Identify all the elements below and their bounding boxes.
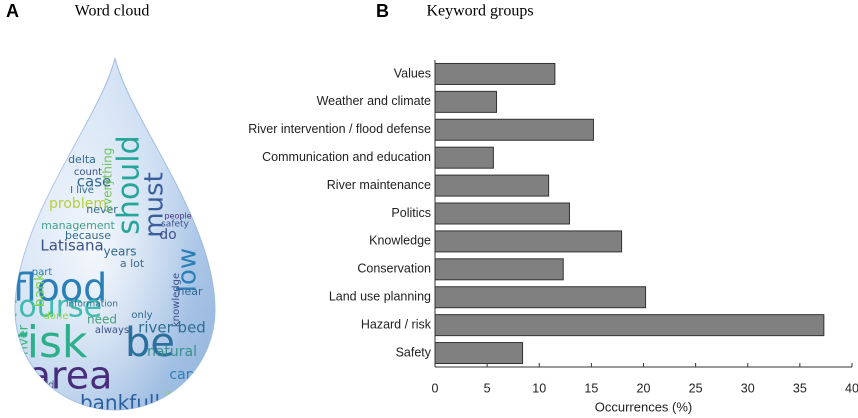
word: case	[77, 173, 111, 191]
word: safety	[161, 220, 189, 230]
x-tick-label: 0	[432, 381, 439, 395]
word: bankfull	[80, 391, 160, 415]
y-tick-label: Conservation	[357, 262, 431, 276]
bar	[434, 146, 494, 169]
panel-title: Word cloud	[75, 3, 150, 20]
word: course	[2, 290, 102, 325]
y-tick-label: River intervention / flood defense	[248, 122, 431, 136]
x-tick-label: 40	[845, 381, 858, 395]
word: build	[30, 380, 55, 391]
word: bank	[32, 272, 48, 307]
bar	[434, 286, 647, 309]
word: must	[140, 172, 170, 238]
word: information	[66, 300, 118, 310]
x-tick-label: 15	[584, 381, 598, 395]
x-tick-label: 35	[793, 381, 807, 395]
panel-label: B	[376, 1, 389, 21]
panel-label: A	[6, 1, 19, 21]
x-tick-label: 20	[637, 381, 651, 395]
y-tick-label: Hazard / risk	[361, 317, 432, 331]
y-tick-label: Communication and education	[262, 150, 431, 164]
word: everything	[101, 148, 115, 213]
word: river	[17, 324, 32, 355]
bar	[434, 118, 594, 141]
word: near	[177, 285, 202, 298]
word: problem	[49, 196, 107, 212]
bar	[434, 90, 498, 113]
x-tick-label: 30	[741, 381, 755, 395]
droplet-highlight	[15, 58, 215, 410]
y-tick-label: Land use planning	[329, 290, 431, 304]
word: I live	[70, 185, 94, 196]
y-tick-label: River maintenance	[327, 178, 431, 192]
word: never	[86, 203, 118, 216]
y-tick-label: Knowledge	[369, 234, 431, 248]
word: a lot	[120, 257, 145, 270]
word: count	[74, 167, 102, 178]
word: part	[32, 267, 53, 278]
word: Latisana	[40, 237, 103, 255]
bar-chart: Values Weather and climate River intervent…	[248, 60, 858, 414]
y-tick-label: Safety	[396, 345, 432, 359]
y-tick-label: Politics	[391, 206, 431, 220]
bar	[434, 62, 556, 85]
word-cloud: floodriskareacoursebeshouldmustlowbankfu…	[2, 135, 206, 415]
bar	[434, 258, 564, 281]
word: knowledge	[171, 273, 182, 327]
word: river bed	[138, 319, 206, 337]
bar	[434, 314, 825, 337]
word: because	[65, 229, 111, 242]
word: need	[87, 313, 117, 327]
x-tick-label: 5	[484, 381, 491, 395]
x-tick-label: 10	[532, 381, 546, 395]
word: done	[44, 311, 69, 322]
bar	[434, 342, 524, 365]
word: natural	[147, 344, 197, 360]
x-tick-label: 25	[689, 381, 703, 395]
x-axis-label: Occurrences (%)	[595, 399, 693, 414]
word: can	[169, 367, 194, 383]
bar	[434, 202, 570, 225]
word: only	[131, 310, 152, 321]
word: delta	[68, 153, 96, 166]
word: people	[164, 212, 191, 221]
y-tick-label: Weather and climate	[317, 94, 431, 108]
word: should	[112, 135, 147, 234]
word: good	[165, 390, 187, 400]
word: management	[41, 219, 115, 232]
word: low	[173, 248, 203, 292]
word: do	[159, 227, 176, 243]
word: flood	[13, 266, 108, 310]
word: years	[103, 245, 136, 259]
y-tick-label: Values	[394, 66, 431, 80]
panel-title: Keyword groups	[426, 3, 533, 20]
word: be	[125, 320, 175, 366]
bar	[434, 230, 623, 253]
bar	[434, 174, 550, 197]
word: always	[95, 325, 129, 336]
